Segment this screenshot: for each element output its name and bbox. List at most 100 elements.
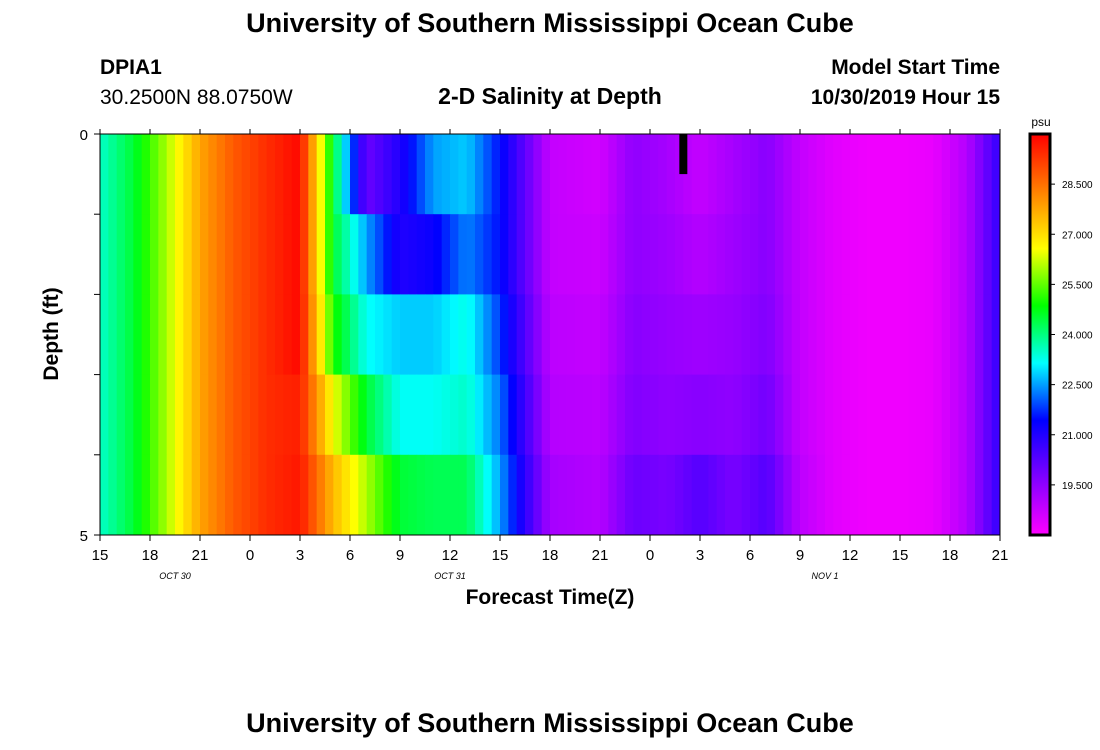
heatmap-cell [541, 134, 551, 215]
colorbar: psu 28.500 27.000 25.500 24.000 22.500 21.000… [1028, 115, 1093, 537]
heatmap-cell [950, 214, 959, 295]
heatmap-cell [225, 214, 234, 295]
heatmap-cell [116, 454, 126, 536]
heatmap-cell [883, 454, 893, 536]
heatmap-cell [300, 454, 309, 536]
heatmap-cell [733, 454, 743, 536]
heatmap-cell [958, 294, 968, 375]
x-tick-label: 0 [246, 547, 254, 564]
heatmap-cell [491, 134, 501, 215]
heatmap-cell [250, 294, 259, 375]
heatmap-cell [808, 214, 818, 295]
heatmap-cell [783, 454, 793, 536]
heatmap-cell [183, 134, 193, 215]
heatmap-cell [683, 374, 693, 456]
heatmap-cell [300, 294, 309, 375]
heatmap-cell [208, 454, 218, 536]
heatmap-cell [591, 294, 601, 375]
heatmap-cell [916, 374, 926, 456]
heatmap-cell [875, 294, 884, 375]
x-tick-label: 21 [192, 547, 209, 564]
heatmap-cell [191, 134, 201, 215]
heatmap-cell [958, 214, 968, 295]
heatmap-cell [583, 454, 593, 536]
heatmap-cell [858, 454, 868, 536]
heatmap-cell [641, 134, 651, 215]
heatmap-cell [741, 294, 751, 375]
heatmap-cell [933, 214, 943, 295]
heatmap-cell [416, 294, 426, 375]
heatmap-cell [133, 214, 143, 295]
heatmap-cell [475, 374, 484, 456]
heatmap-cell [516, 374, 526, 456]
x-tick-label: 6 [346, 547, 354, 564]
heatmap-cell [366, 294, 376, 375]
heatmap-cell [675, 294, 684, 375]
heatmap-cell [166, 214, 176, 295]
heatmap-cell [100, 214, 109, 295]
heatmap-cell [800, 374, 809, 456]
heatmap-cell [133, 294, 143, 375]
heatmap-cell [391, 294, 401, 375]
heatmap-cell [541, 294, 551, 375]
heatmap-cell [108, 214, 118, 295]
heatmap-cell [958, 374, 968, 456]
heatmap-cell [908, 214, 918, 295]
heatmap-cell [691, 294, 701, 375]
heatmap-cell [258, 374, 268, 456]
heatmap-cell [116, 294, 126, 375]
heatmap-cell [958, 134, 968, 215]
heatmap-cell [425, 134, 434, 215]
heatmap-cell [125, 294, 134, 375]
heatmap-cell [791, 454, 801, 536]
heatmap-cell [741, 454, 751, 536]
heatmap-cell [850, 294, 859, 375]
heatmap-cell [100, 374, 109, 456]
heatmap-cell [600, 134, 609, 215]
heatmap-cell [316, 294, 326, 375]
heatmap-cell [866, 454, 876, 536]
heatmap-cell [891, 454, 901, 536]
heatmap-cell [275, 214, 284, 295]
heatmap-cell [500, 214, 509, 295]
heatmap-cell [883, 374, 893, 456]
heatmap-cell [166, 454, 176, 536]
heatmap-cell [258, 134, 268, 215]
heatmap-cell [158, 134, 168, 215]
heatmap-cell [358, 454, 368, 536]
heatmap-cell [125, 214, 134, 295]
heatmap-cell [441, 454, 451, 536]
heatmap-cell [933, 134, 943, 215]
heatmap-cell [991, 374, 1001, 456]
heatmap-cell [675, 214, 684, 295]
heatmap-cell [616, 374, 626, 456]
heatmap-cell [625, 454, 634, 536]
heatmap-cell [316, 454, 326, 536]
heatmap-cell [600, 454, 609, 536]
heatmap-cell [750, 214, 759, 295]
x-tick-label: 9 [396, 547, 404, 564]
model-start-label: Model Start Time [831, 56, 1000, 79]
colorbar-tick-label: 24.000 [1062, 331, 1093, 342]
station-coordinates: 30.2500N 88.0750W [100, 86, 293, 109]
heatmap-cell [616, 454, 626, 536]
heatmap-cell [175, 294, 184, 375]
heatmap-cell [100, 134, 109, 215]
heatmap-cell [500, 454, 509, 536]
heatmap-cell [366, 134, 376, 215]
heatmap-cell [450, 374, 459, 456]
heatmap-cell [750, 374, 759, 456]
heatmap-cell [458, 134, 468, 215]
heatmap-cell [825, 454, 834, 536]
heatmap-cell [383, 134, 393, 215]
heatmap-cell [850, 454, 859, 536]
heatmap-cell [483, 214, 493, 295]
heatmap-cell [300, 134, 309, 215]
heatmap-cell [233, 134, 243, 215]
heatmap-cell [166, 374, 176, 456]
y-axis: 05 [80, 127, 100, 545]
heatmap-cell [133, 134, 143, 215]
heatmap-cell [825, 374, 834, 456]
heatmap-cell [533, 454, 543, 536]
heatmap-cell [258, 214, 268, 295]
